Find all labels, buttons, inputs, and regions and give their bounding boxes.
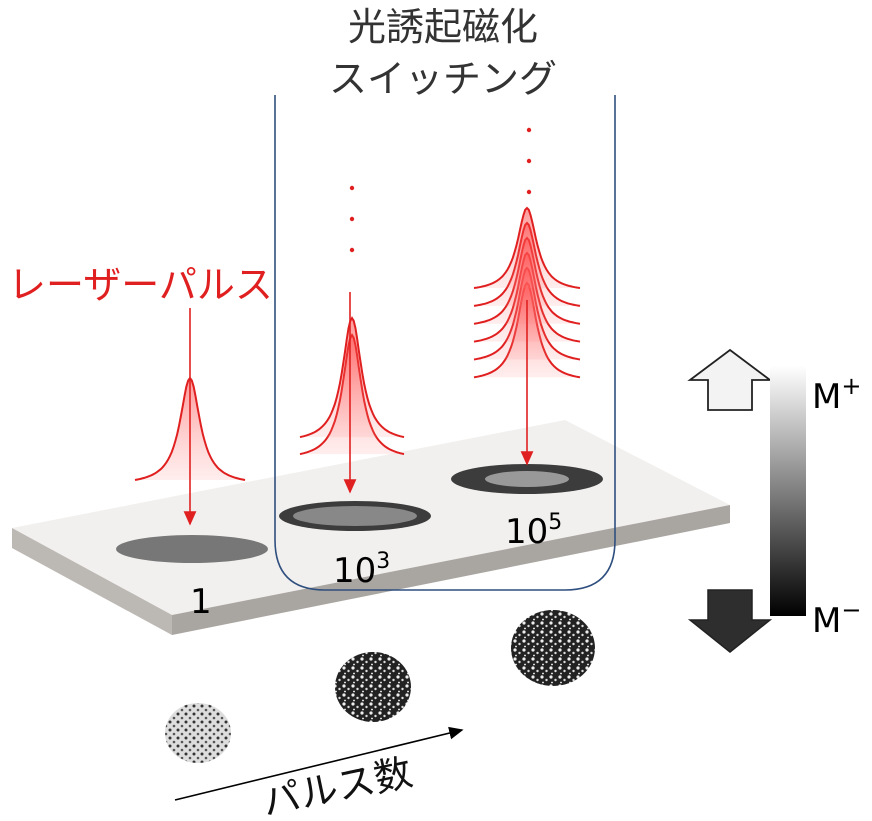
title-line: スイッチング xyxy=(329,57,557,101)
title-line: 光誘起磁化 xyxy=(348,5,538,49)
m-plus: M+ xyxy=(812,372,861,417)
m-sup: − xyxy=(841,596,861,624)
down-arrow xyxy=(687,589,773,653)
domain-image xyxy=(165,703,231,763)
pulse-count: 103 xyxy=(333,549,390,591)
m-minus: M− xyxy=(812,596,861,641)
pulse-count-sup: 3 xyxy=(376,549,390,574)
laser-label: レーザーパルス xyxy=(8,263,273,307)
up-arrow xyxy=(687,348,773,411)
domain-image xyxy=(511,610,595,686)
ellipsis-dots xyxy=(349,127,532,253)
spot-inner xyxy=(293,506,417,526)
pulse-fill xyxy=(474,208,580,288)
spot xyxy=(116,535,268,563)
pulse-count: 105 xyxy=(505,510,562,552)
domain-image xyxy=(335,652,411,722)
pulse-count: 1 xyxy=(190,582,212,622)
magnetization-gradient xyxy=(770,366,806,616)
pulse-curve xyxy=(473,206,581,289)
m-base: M xyxy=(812,377,841,417)
m-sup: + xyxy=(841,372,861,400)
pulse-count-base: 10 xyxy=(505,512,548,552)
bracket-box xyxy=(274,95,616,591)
m-base: M xyxy=(812,601,841,641)
pulse-count-base: 1 xyxy=(190,582,212,622)
pulse-count-base: 10 xyxy=(333,551,376,591)
spot-inner xyxy=(485,471,569,487)
pulse-curve xyxy=(299,316,405,439)
pulse-count-sup: 5 xyxy=(548,510,562,535)
pulse-fill xyxy=(300,318,404,438)
pulse-axis-arrow xyxy=(174,726,464,801)
